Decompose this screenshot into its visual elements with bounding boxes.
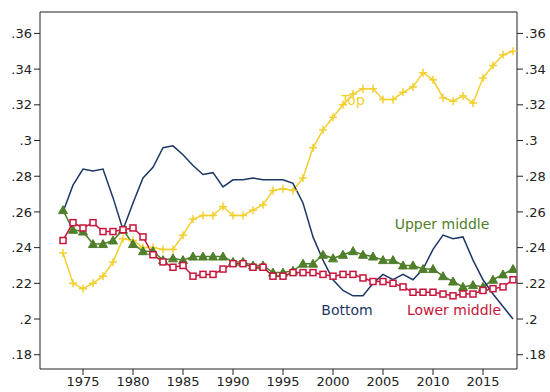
svg-text:2000: 2000: [316, 374, 349, 389]
svg-text:Bottom: Bottom: [321, 302, 372, 318]
svg-text:.2: .2: [525, 312, 537, 327]
svg-text:.36: .36: [11, 26, 32, 41]
svg-text:Upper middle: Upper middle: [395, 216, 490, 232]
svg-text:2015: 2015: [466, 374, 499, 389]
svg-text:2005: 2005: [366, 374, 399, 389]
svg-text:.3: .3: [525, 133, 537, 148]
svg-text:.3: .3: [20, 133, 32, 148]
svg-text:.18: .18: [525, 347, 542, 362]
svg-text:1995: 1995: [266, 374, 299, 389]
svg-text:.24: .24: [11, 240, 32, 255]
svg-text:.32: .32: [11, 97, 32, 112]
svg-text:.18: .18: [11, 347, 32, 362]
svg-text:.22: .22: [525, 276, 542, 291]
svg-text:.22: .22: [11, 276, 32, 291]
svg-text:1990: 1990: [216, 374, 249, 389]
svg-text:.36: .36: [525, 26, 542, 41]
svg-text:1975: 1975: [66, 374, 99, 389]
svg-text:.34: .34: [525, 62, 542, 77]
svg-text:.26: .26: [525, 205, 542, 220]
svg-text:.24: .24: [525, 240, 542, 255]
svg-text:.32: .32: [525, 97, 542, 112]
svg-text:Lower middle: Lower middle: [407, 302, 501, 318]
svg-text:.2: .2: [20, 312, 32, 327]
svg-text:1985: 1985: [166, 374, 199, 389]
svg-text:.26: .26: [11, 205, 32, 220]
svg-text:.28: .28: [11, 169, 32, 184]
svg-text:2010: 2010: [416, 374, 449, 389]
svg-text:1980: 1980: [116, 374, 149, 389]
svg-text:.34: .34: [11, 62, 32, 77]
svg-text:Top: Top: [340, 92, 365, 108]
svg-text:.28: .28: [525, 169, 542, 184]
